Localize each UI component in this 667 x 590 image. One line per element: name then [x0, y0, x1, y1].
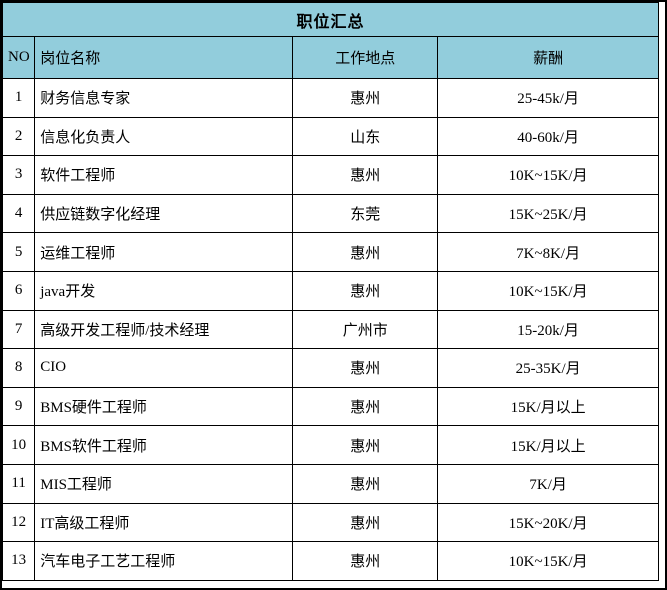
cell-no: 5: [2, 232, 36, 272]
cell-location: 惠州: [292, 270, 439, 311]
cell-location: 东莞: [292, 193, 439, 234]
table-row: 8 CIO 惠州 25-35K/月: [2, 348, 659, 388]
cell-position: 财务信息专家: [34, 78, 294, 118]
cell-salary: 10K~15K/月: [437, 541, 659, 581]
column-header-no: NO: [2, 36, 36, 79]
cell-no: 11: [2, 463, 36, 504]
cell-salary: 15-20k/月: [437, 309, 659, 350]
cell-location: 惠州: [292, 425, 439, 465]
cell-location: 惠州: [292, 155, 439, 195]
cell-location: 惠州: [292, 541, 439, 581]
cell-no: 10: [2, 425, 36, 465]
table-row: 1 财务信息专家 惠州 25-45k/月: [2, 78, 659, 118]
table-row: 12 IT高级工程师 惠州 15K~20K/月: [2, 502, 659, 543]
cell-location: 广州市: [292, 309, 439, 350]
cell-salary: 25-45k/月: [437, 78, 659, 118]
cell-no: 4: [2, 193, 36, 234]
cell-salary: 7K/月: [437, 463, 659, 504]
cell-position: 供应链数字化经理: [34, 193, 294, 234]
column-header-salary: 薪酬: [437, 36, 659, 79]
cell-no: 8: [2, 348, 36, 388]
table-row: 13 汽车电子工艺工程师 惠州 10K~15K/月: [2, 541, 659, 581]
cell-position: MIS工程师: [34, 463, 294, 504]
job-summary-table: 职位汇总 NO 岗位名称 工作地点 薪酬 1 财务信息专家 惠州 25-45k/月 2 信…: [2, 2, 659, 581]
cell-no: 3: [2, 155, 36, 195]
table-row: 2 信息化负责人 山东 40-60k/月: [2, 116, 659, 157]
table-title: 职位汇总: [2, 2, 659, 37]
table-header-row: NO 岗位名称 工作地点 薪酬: [2, 36, 659, 79]
cell-location: 惠州: [292, 386, 439, 427]
table-row: 7 高级开发工程师/技术经理 广州市 15-20k/月: [2, 309, 659, 350]
cell-salary: 25-35K/月: [437, 348, 659, 388]
cell-location: 山东: [292, 116, 439, 157]
cell-position: 信息化负责人: [34, 116, 294, 157]
table-row: 9 BMS硬件工程师 惠州 15K/月以上: [2, 386, 659, 427]
cell-no: 1: [2, 78, 36, 118]
cell-salary: 7K~8K/月: [437, 232, 659, 272]
cell-location: 惠州: [292, 463, 439, 504]
cell-no: 6: [2, 270, 36, 311]
table-row: 4 供应链数字化经理 东莞 15K~25K/月: [2, 193, 659, 234]
cell-salary: 10K~15K/月: [437, 155, 659, 195]
cell-position: java开发: [34, 270, 294, 311]
table-row: 5 运维工程师 惠州 7K~8K/月: [2, 232, 659, 272]
cell-salary: 10K~15K/月: [437, 270, 659, 311]
cell-location: 惠州: [292, 502, 439, 543]
cell-no: 12: [2, 502, 36, 543]
cell-position: BMS软件工程师: [34, 425, 294, 465]
cell-no: 13: [2, 541, 36, 581]
cell-salary: 15K/月以上: [437, 425, 659, 465]
cell-no: 7: [2, 309, 36, 350]
table-body: 1 财务信息专家 惠州 25-45k/月 2 信息化负责人 山东 40-60k/月 3 软件工程师…: [2, 78, 659, 581]
table-row: 3 软件工程师 惠州 10K~15K/月: [2, 155, 659, 195]
cell-position: CIO: [34, 348, 294, 388]
cell-position: BMS硬件工程师: [34, 386, 294, 427]
cell-position: 软件工程师: [34, 155, 294, 195]
column-header-location: 工作地点: [292, 36, 439, 79]
table-row: 6 java开发 惠州 10K~15K/月: [2, 270, 659, 311]
cell-position: 运维工程师: [34, 232, 294, 272]
cell-location: 惠州: [292, 348, 439, 388]
cell-position: 高级开发工程师/技术经理: [34, 309, 294, 350]
cell-no: 9: [2, 386, 36, 427]
cell-location: 惠州: [292, 232, 439, 272]
table-row: 10 BMS软件工程师 惠州 15K/月以上: [2, 425, 659, 465]
table-row: 11 MIS工程师 惠州 7K/月: [2, 463, 659, 504]
cell-no: 2: [2, 116, 36, 157]
cell-location: 惠州: [292, 78, 439, 118]
cell-position: IT高级工程师: [34, 502, 294, 543]
cell-salary: 15K~20K/月: [437, 502, 659, 543]
table-title-row: 职位汇总: [2, 2, 659, 37]
cell-salary: 15K~25K/月: [437, 193, 659, 234]
cell-salary: 40-60k/月: [437, 116, 659, 157]
column-header-position: 岗位名称: [34, 36, 294, 79]
cell-salary: 15K/月以上: [437, 386, 659, 427]
cell-position: 汽车电子工艺工程师: [34, 541, 294, 581]
